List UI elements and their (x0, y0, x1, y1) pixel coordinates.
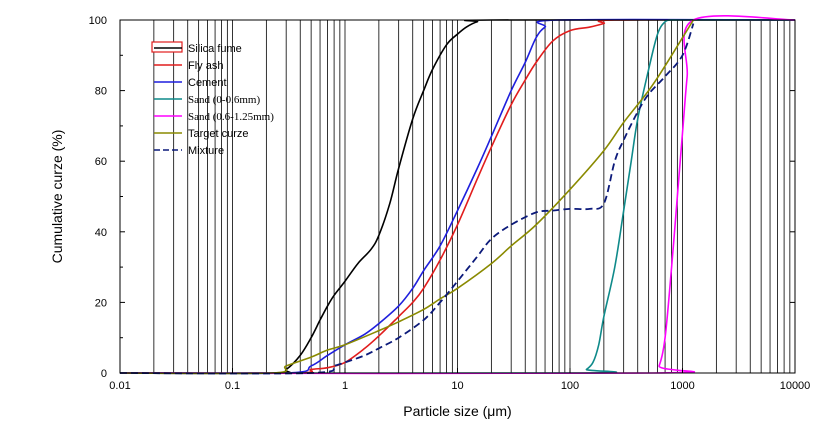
vertical-grid-lines (153, 20, 791, 373)
legend: Silica fume Fly ash Cement Sand (0-0.6mm) Sa… (151, 41, 274, 157)
series-line-5 (119, 19, 695, 375)
axis-tick-labels: 0.01 0.1 1 10 100 1000 10000 0 20 40 60 80 100 (89, 15, 811, 392)
x-tick-label: 1 (342, 380, 348, 392)
x-tick-label: 0.1 (225, 380, 240, 392)
y-tick-label: 60 (95, 156, 107, 168)
legend-label-5: Target curze (188, 128, 249, 140)
x-tick-label: 1000 (670, 380, 694, 392)
y-tick-label: 40 (95, 227, 107, 239)
legend-label-0: Silica fume (188, 43, 242, 55)
x-tick-label: 10 (451, 380, 463, 392)
x-tick-label: 10000 (780, 380, 811, 392)
y-axis-title: Cumulative curze (%) (49, 130, 65, 264)
x-tick-label: 0.01 (109, 380, 130, 392)
y-tick-label: 20 (95, 297, 107, 309)
y-tick-label: 0 (101, 368, 107, 380)
legend-label-6: Mixture (188, 145, 224, 157)
legend-label-3: Sand (0-0.6mm) (188, 94, 260, 106)
series-line-0 (119, 19, 796, 375)
x-tick-label: 100 (561, 380, 579, 392)
legend-label-2: Cement (188, 77, 227, 89)
legend-label-4: Sand (0.6-1.25mm) (188, 111, 274, 123)
y-tick-label: 80 (95, 86, 107, 98)
y-tick-label: 100 (89, 15, 107, 27)
series-line-1 (119, 18, 796, 375)
series-line-6 (119, 23, 695, 375)
x-axis-title: Particle size (μm) (403, 403, 511, 419)
legend-box (151, 41, 183, 53)
legend-label-1: Fly ash (188, 60, 223, 72)
series-line-2 (119, 18, 796, 375)
axis-ticks (119, 19, 796, 374)
